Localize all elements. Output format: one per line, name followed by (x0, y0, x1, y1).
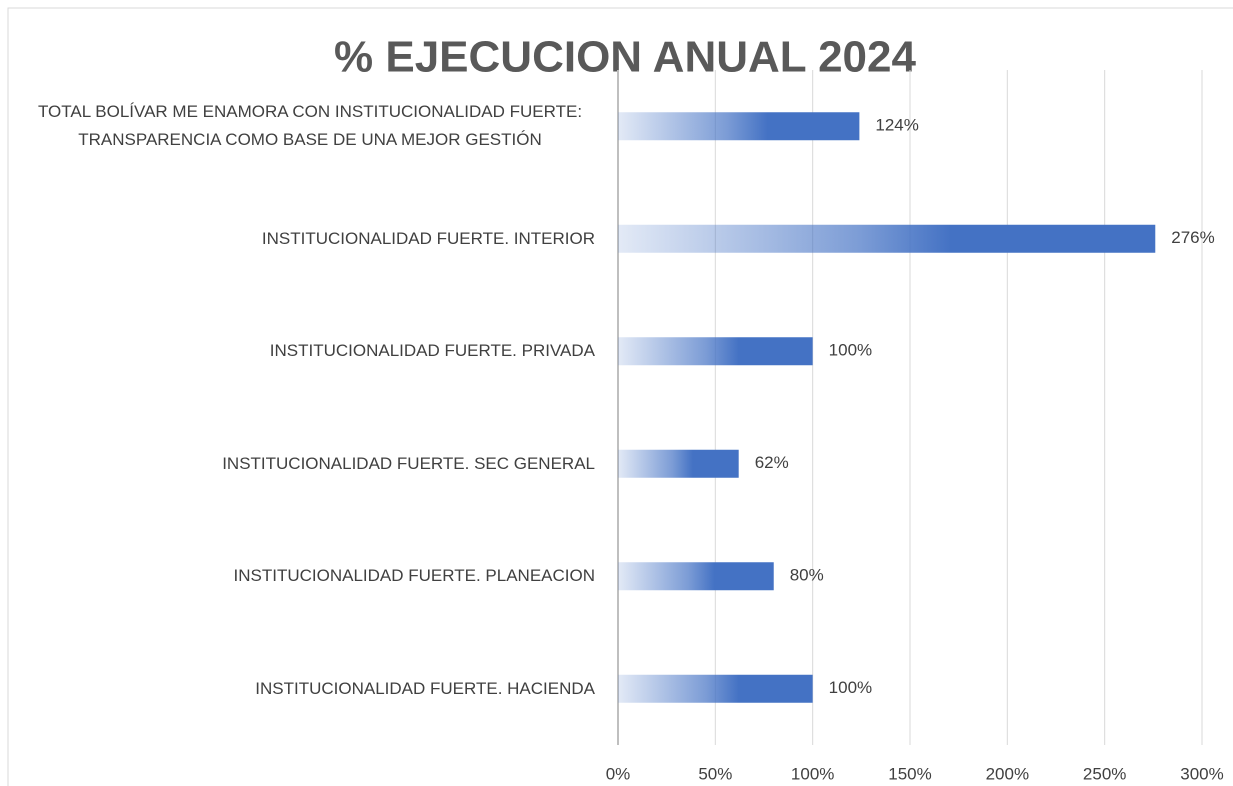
chart-border (7, 7, 1233, 786)
data-label: 100% (829, 341, 872, 360)
data-label: 100% (829, 678, 872, 697)
bar (618, 449, 739, 478)
x-tick-label: 0% (606, 764, 631, 783)
y-tick-label: INSTITUCIONALIDAD FUERTE. PRIVADA (269, 341, 595, 361)
data-label: 80% (790, 566, 824, 585)
y-tick-label: INSTITUCIONALIDAD FUERTE. PLANEACION (233, 566, 595, 586)
x-tick-label: 50% (698, 764, 732, 783)
y-tick-label-box: INSTITUCIONALIDAD FUERTE. PLANEACION (15, 526, 595, 626)
bar (618, 562, 774, 591)
data-label: 276% (1171, 228, 1214, 247)
y-tick-label-box: INSTITUCIONALIDAD FUERTE. HACIENDA (15, 639, 595, 739)
y-tick-label-box: INSTITUCIONALIDAD FUERTE. INTERIOR (15, 189, 595, 289)
bar (618, 337, 813, 366)
x-tick-label: 100% (791, 764, 834, 783)
y-tick-label-box: INSTITUCIONALIDAD FUERTE. SEC GENERAL (15, 414, 595, 514)
y-tick-label: TOTAL BOLÍVAR ME ENAMORA CON INSTITUCION… (37, 102, 583, 150)
y-tick-label: INSTITUCIONALIDAD FUERTE. SEC GENERAL (222, 453, 595, 473)
x-tick-label: 200% (986, 764, 1029, 783)
bar (618, 674, 813, 703)
x-tick-label: 300% (1180, 764, 1223, 783)
bar (618, 112, 860, 141)
x-tick-label: 250% (1083, 764, 1126, 783)
x-tick-label: 150% (888, 764, 931, 783)
data-label: 124% (875, 116, 918, 135)
y-tick-label: INSTITUCIONALIDAD FUERTE. HACIENDA (255, 678, 595, 698)
y-tick-label-box: INSTITUCIONALIDAD FUERTE. PRIVADA (15, 301, 595, 401)
chart-title: % EJECUCION ANUAL 2024 (334, 33, 916, 82)
y-tick-label: INSTITUCIONALIDAD FUERTE. INTERIOR (261, 228, 595, 248)
bar (618, 224, 1156, 253)
y-tick-label-box: TOTAL BOLÍVAR ME ENAMORA CON INSTITUCION… (15, 76, 595, 176)
data-label: 62% (755, 453, 789, 472)
